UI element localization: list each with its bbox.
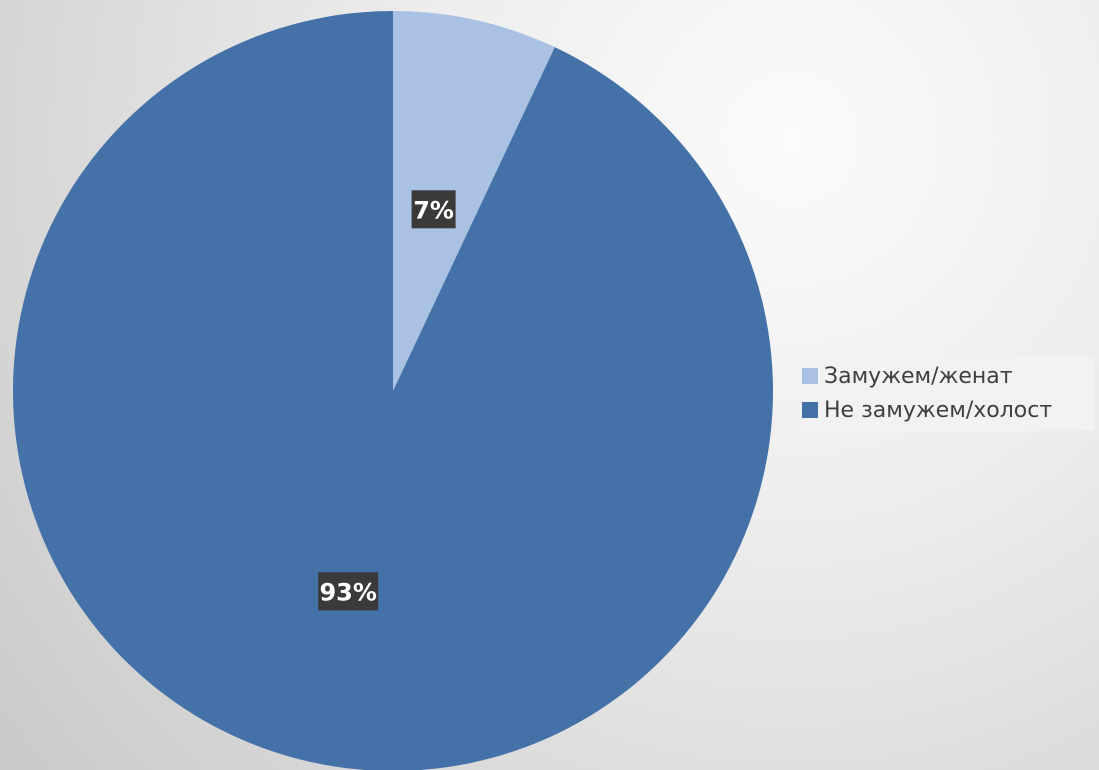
legend-swatch-married: [802, 368, 818, 384]
data-label-text-married: 7%: [413, 196, 454, 224]
legend-label-married: Замужем/женат: [824, 363, 1013, 389]
legend-item-single[interactable]: Не замужем/холост: [800, 393, 1095, 427]
legend: Замужем/женат Не замужем/холост: [800, 357, 1095, 431]
legend-swatch-single: [802, 402, 818, 418]
pie-slice-married[interactable]: [393, 11, 555, 391]
data-label-box-married: [411, 190, 456, 229]
legend-item-married[interactable]: Замужем/женат: [800, 359, 1095, 393]
pie-slices: [13, 11, 773, 770]
pie-data-labels: 7% 93%: [318, 190, 456, 611]
data-label-text-single: 93%: [319, 578, 376, 606]
data-label-box-single: [318, 572, 379, 611]
data-label-married: 7%: [411, 190, 456, 229]
legend-label-single: Не замужем/холост: [824, 397, 1053, 423]
pie-slice-single[interactable]: [13, 11, 773, 770]
data-label-single: 93%: [318, 572, 379, 611]
